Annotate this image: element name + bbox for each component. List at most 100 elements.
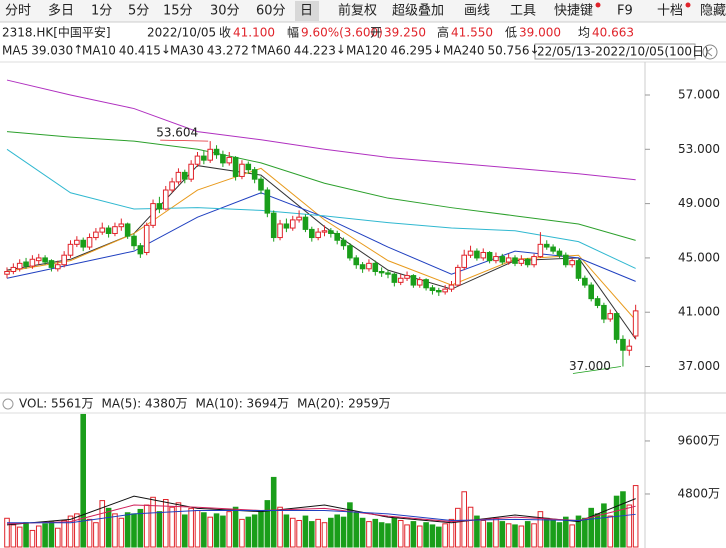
toolbar-item[interactable]: 工具 <box>510 4 536 19</box>
toolbar-item[interactable]: 日 <box>300 4 313 19</box>
candle-body <box>461 254 467 268</box>
toolbar-item[interactable]: F9 <box>617 4 633 19</box>
range[interactable]: 22/05/13-2022/10/05(100日) <box>537 45 709 59</box>
candle-body <box>213 148 220 156</box>
y-tick-label: 53.000 <box>678 142 720 156</box>
volume-bar <box>423 522 429 548</box>
volume-bar <box>442 523 448 548</box>
candle-body <box>220 154 226 164</box>
toolbar-item[interactable]: 分时 <box>5 4 31 19</box>
candle-body <box>93 231 99 239</box>
toolbar-item[interactable]: 十档 <box>657 4 683 19</box>
volume-bar <box>302 515 309 548</box>
ma-name: MA30 <box>170 44 204 58</box>
label: 开 <box>370 26 382 40</box>
candle-body <box>378 270 385 274</box>
volume-bar <box>582 517 588 548</box>
volume-bar <box>366 521 372 548</box>
back-arrow <box>706 47 713 57</box>
volume-bar <box>270 476 277 548</box>
y-tick-label: 37.000 <box>678 359 720 373</box>
candle-body <box>296 216 302 221</box>
ma-value: 46.295 <box>390 44 432 58</box>
ma-value: 43.272 <box>207 44 249 58</box>
back-button[interactable] <box>702 44 718 60</box>
volume-bar <box>118 517 125 548</box>
toolbar-item[interactable]: 隐藏 <box>700 4 726 19</box>
symbol: 2318.HK[中国平安] <box>2 25 111 40</box>
candle-body <box>61 254 67 266</box>
annotation: 37.000 <box>569 359 611 373</box>
volume-bar <box>10 524 17 548</box>
volume-bar <box>620 491 626 548</box>
toolbar-item[interactable]: 前复权 <box>338 3 377 19</box>
volume-bar <box>232 506 239 548</box>
volume-bar <box>524 521 531 548</box>
toolbar-item[interactable]: 1分 <box>91 4 112 19</box>
candle-body <box>67 243 74 256</box>
candle-body <box>201 155 207 161</box>
candle-body <box>632 310 639 337</box>
candle-body <box>480 251 487 259</box>
volume-bar <box>194 510 201 548</box>
label: 低 <box>505 26 517 40</box>
toolbar-item[interactable]: 画线 <box>464 4 490 19</box>
candle-body <box>232 156 239 177</box>
volume-bar <box>93 522 99 548</box>
volume-bar <box>632 485 639 548</box>
volume-bar <box>245 516 252 548</box>
volume-bar <box>42 523 48 548</box>
candle-body <box>347 245 353 259</box>
label: 幅 <box>287 25 299 40</box>
y-tick-label: 4800万 <box>677 486 720 500</box>
volume-bar <box>328 517 334 548</box>
volume-bar <box>474 515 480 548</box>
toolbar-item[interactable]: 超级叠加 <box>392 4 444 19</box>
candle-body <box>302 216 309 230</box>
toolbar-item[interactable]: 快捷键 <box>554 4 593 19</box>
candle-body <box>423 279 429 289</box>
candle-body <box>601 304 607 320</box>
candle-body <box>588 284 595 300</box>
volume-bar <box>16 526 23 548</box>
toolbar-item[interactable]: 15分 <box>163 4 193 19</box>
candle-body <box>518 258 525 264</box>
date: 2022/10/05 <box>147 26 216 40</box>
toolbar-item[interactable]: 60分 <box>256 4 286 19</box>
candle-body <box>340 239 347 247</box>
ma-line <box>6 131 636 241</box>
candle-body <box>35 257 42 262</box>
range-box[interactable] <box>534 43 696 60</box>
volume-bar <box>264 500 271 548</box>
candle-body <box>563 254 569 266</box>
volume-bar <box>569 524 575 548</box>
volume-bar <box>613 495 620 548</box>
toolbar-item[interactable]: 5分 <box>128 4 149 19</box>
y-tick-label: 49.000 <box>678 196 720 210</box>
volume-bar <box>55 527 61 548</box>
candle-body <box>385 272 391 275</box>
volume-bar <box>23 522 29 548</box>
vol-header: VOL: 5561万 <box>19 397 94 411</box>
volume-bar <box>289 517 296 548</box>
candle-body <box>594 298 601 306</box>
ma-line <box>7 510 636 524</box>
volume-bar <box>239 518 245 548</box>
value: 39.250 <box>384 26 426 40</box>
volume-bar <box>334 514 340 548</box>
candle-body <box>16 262 23 270</box>
volume-bar <box>461 491 467 548</box>
volume-bar <box>550 519 556 548</box>
volume-bar <box>575 515 582 548</box>
volume-bar <box>226 511 233 548</box>
volume-bar <box>321 522 328 548</box>
candle-body <box>86 237 93 248</box>
toolbar-item[interactable]: 多日 <box>48 3 74 19</box>
ma-arrow: ↓ <box>529 43 539 57</box>
help-icon[interactable] <box>2 398 14 410</box>
toolbar-item[interactable]: 30分 <box>210 4 240 19</box>
ma-arrow: ↓ <box>336 43 346 57</box>
volume-bar <box>112 513 118 548</box>
candle-body <box>366 262 372 270</box>
